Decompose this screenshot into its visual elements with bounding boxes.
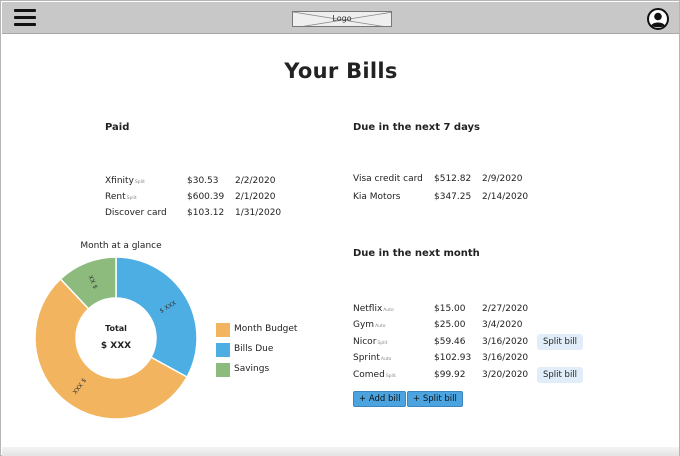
due-month-bill-row: GymAuto $25.00 3/4/2020: [353, 320, 553, 334]
bill-amount: $30.53: [187, 176, 219, 186]
split-bill-button-comed[interactable]: Split bill: [537, 367, 584, 383]
glance-title: Month at a glance: [80, 241, 162, 251]
month-donut-chart: $ XXX$ XXX$ XX Total $ XXX: [34, 256, 198, 420]
bill-name: XfinitySplit: [105, 176, 145, 186]
donut-segment-label: $ XX: [88, 274, 100, 290]
top-bar: Logo: [2, 2, 679, 34]
bill-date: 3/4/2020: [482, 320, 523, 330]
split-bill-action-button[interactable]: + Split bill: [407, 391, 463, 407]
bill-name: Discover card: [105, 208, 167, 218]
legend-label: Bills Due: [234, 344, 274, 354]
legend-label: Savings: [234, 364, 270, 374]
due-month-bill-row: SprintAuto $102.93 3/16/2020: [353, 353, 553, 367]
bill-date: 3/20/2020: [482, 370, 529, 380]
paid-heading: Paid: [105, 122, 130, 133]
bottom-bar: [2, 447, 679, 456]
add-bill-button[interactable]: + Add bill: [353, 391, 407, 407]
bill-name: Visa credit card: [353, 174, 423, 184]
split-bill-button-nicor[interactable]: Split bill: [537, 334, 584, 350]
due-week-bill-row: Visa credit card $512.82 2/9/2020: [353, 174, 553, 188]
bill-amount: $103.12: [187, 208, 225, 218]
bill-date: 3/16/2020: [482, 337, 529, 347]
user-avatar-icon[interactable]: [647, 8, 669, 30]
legend-swatch: [216, 363, 230, 377]
donut-segment-month-budget: [34, 277, 189, 420]
bill-name: NicorSplit: [353, 337, 388, 347]
donut-center-value: $ XXX: [101, 341, 131, 351]
legend-swatch: [216, 343, 230, 357]
logo: Logo: [292, 11, 392, 27]
bill-tag: Split: [385, 374, 396, 379]
legend-label: Month Budget: [234, 324, 298, 334]
due-month-heading: Due in the next month: [353, 248, 480, 259]
bill-amount: $25.00: [434, 320, 466, 330]
bill-date: 2/1/2020: [235, 192, 276, 202]
paid-bill-row: Discover card $103.12 1/31/2020: [105, 208, 305, 222]
due-month-bill-row: NicorSplit $59.46 3/16/2020: [353, 337, 553, 351]
paid-bill-row: XfinitySplit $30.53 2/2/2020: [105, 176, 305, 190]
bill-name: GymAuto: [353, 320, 386, 330]
bill-amount: $347.25: [434, 192, 472, 202]
bill-date: 2/14/2020: [482, 192, 529, 202]
paid-bill-row: RentSplit $600.39 2/1/2020: [105, 192, 305, 206]
due-month-bill-row: ComedSplit $99.92 3/20/2020: [353, 370, 553, 384]
bill-amount: $600.39: [187, 192, 225, 202]
legend-item-savings: Savings: [216, 363, 326, 377]
logo-text: Logo: [332, 14, 352, 23]
donut-segment-savings: [59, 256, 117, 310]
hamburger-menu-icon[interactable]: [14, 9, 36, 27]
bill-date: 2/2/2020: [235, 176, 276, 186]
donut-segment-bills-due: [115, 256, 198, 379]
due-week-bill-row: Kia Motors $347.25 2/14/2020: [353, 192, 553, 206]
bill-amount: $59.46: [434, 337, 466, 347]
bill-amount: $102.93: [434, 353, 472, 363]
bill-name: ComedSplit: [353, 370, 396, 380]
bill-date: 2/9/2020: [482, 174, 523, 184]
bill-tag: Split: [377, 341, 388, 346]
legend-item-bills-due: Bills Due: [216, 343, 326, 357]
page-title: Your Bills: [284, 59, 398, 83]
bill-name: Kia Motors: [353, 192, 401, 202]
due-week-heading: Due in the next 7 days: [353, 122, 480, 133]
bill-name: NetflixAuto: [353, 304, 394, 314]
bill-tag: Split: [126, 196, 137, 201]
bill-tag: Auto: [380, 357, 392, 362]
bill-amount: $512.82: [434, 174, 472, 184]
legend-item-month-budget: Month Budget: [216, 323, 326, 337]
bill-tag: Split: [134, 180, 145, 185]
bill-amount: $99.92: [434, 370, 466, 380]
bill-date: 3/16/2020: [482, 353, 529, 363]
donut-center-label: Total: [105, 324, 127, 333]
bill-name: SprintAuto: [353, 353, 392, 363]
bill-date: 1/31/2020: [235, 208, 282, 218]
bill-amount: $15.00: [434, 304, 466, 314]
bill-tag: Auto: [375, 324, 386, 329]
bill-tag: Auto: [383, 308, 394, 313]
due-month-bill-row: NetflixAuto $15.00 2/27/2020: [353, 304, 553, 318]
bill-date: 2/27/2020: [482, 304, 529, 314]
legend-swatch: [216, 323, 230, 337]
bill-name: RentSplit: [105, 192, 137, 202]
